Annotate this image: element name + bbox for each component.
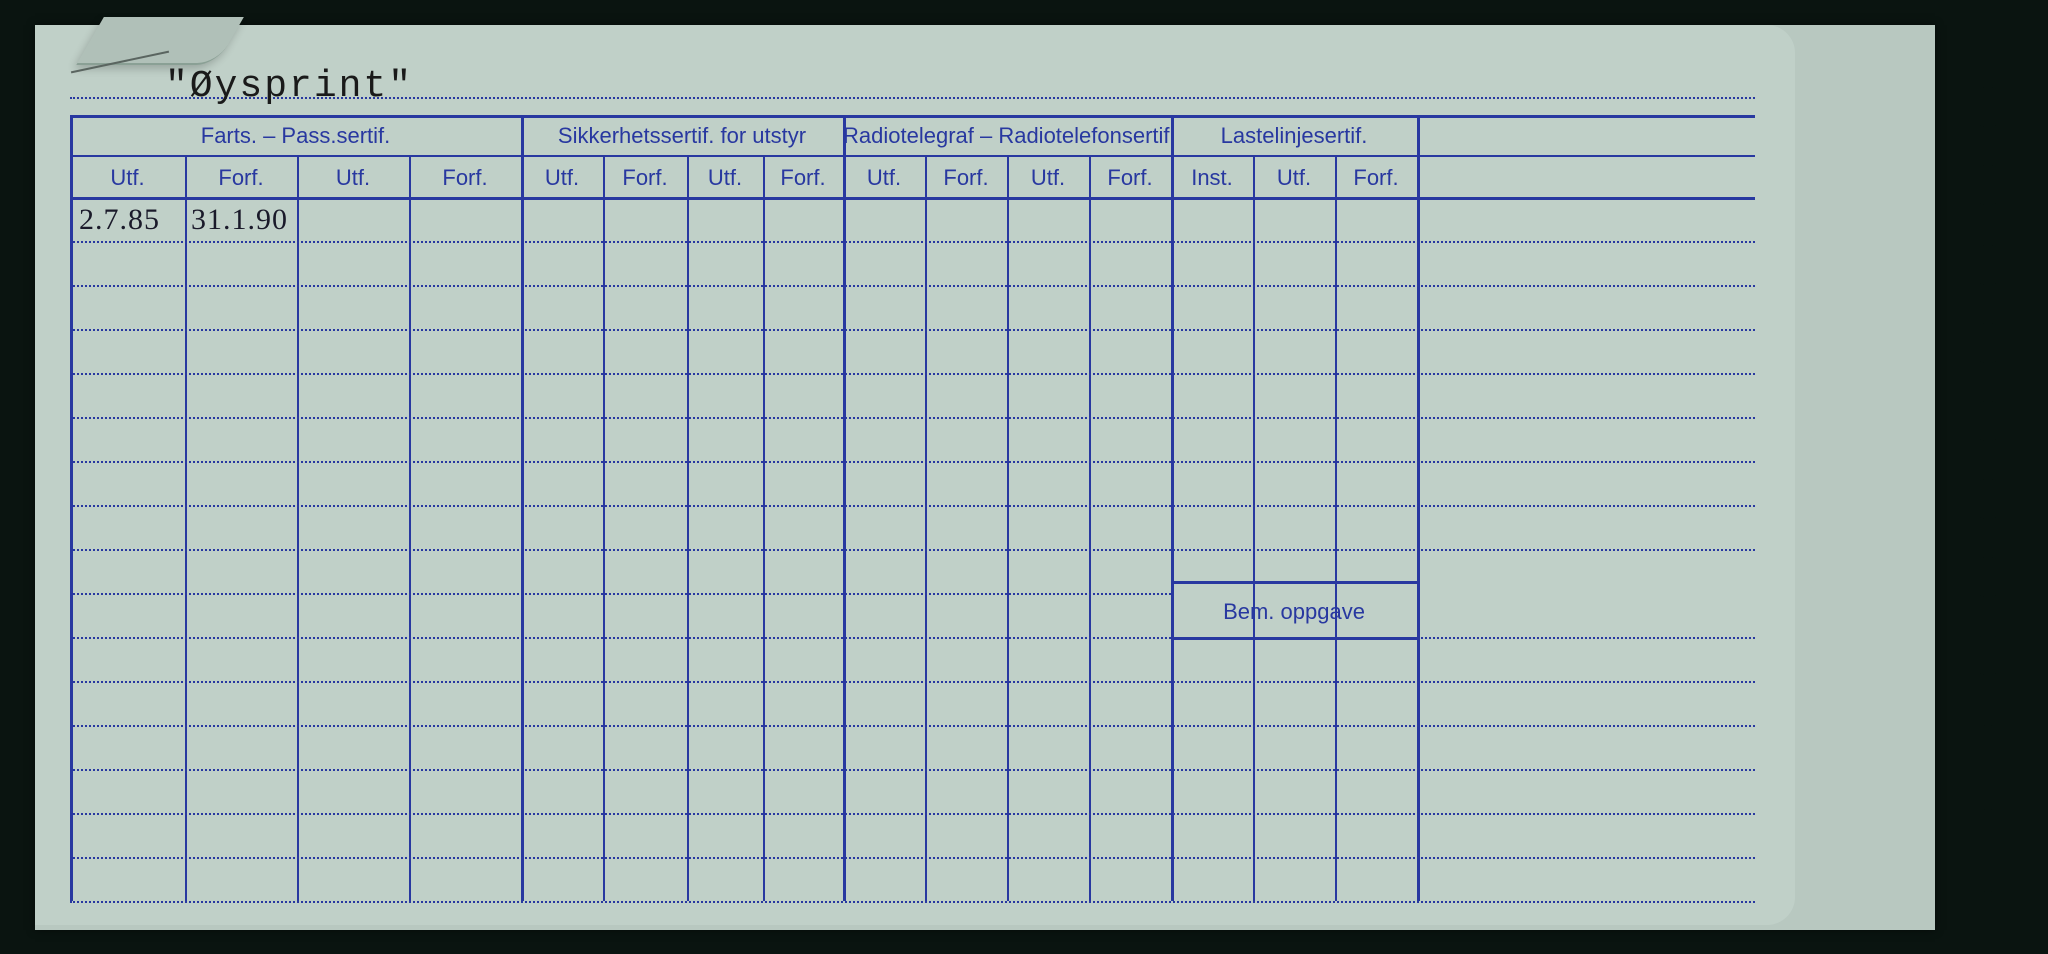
column-vline <box>1007 155 1009 901</box>
col-utf-7: Utf. <box>1253 165 1335 191</box>
header-border-top <box>70 115 1755 118</box>
body-row-rule <box>70 857 1755 859</box>
punch-hole <box>1968 87 2008 127</box>
punch-hole <box>1968 479 2008 519</box>
col-forf-7: Forf. <box>1335 165 1417 191</box>
body-row-rule <box>70 725 1755 727</box>
column-vline <box>1417 155 1419 901</box>
body-row-rule <box>70 593 1171 595</box>
header-border-mid <box>70 155 1755 157</box>
column-vline <box>603 155 605 901</box>
group-lastelinje: Lastelinjesertif. <box>1171 123 1417 149</box>
group-vline <box>843 115 846 901</box>
body-row-rule <box>70 813 1755 815</box>
body-row-rule <box>70 769 1755 771</box>
punch-hole <box>1968 401 2008 441</box>
column-vline <box>687 155 689 901</box>
col-forf-6: Forf. <box>1089 165 1171 191</box>
bem-border-top <box>1171 581 1417 584</box>
bem-border-mid <box>1171 637 1417 640</box>
col-utf-6: Utf. <box>1007 165 1089 191</box>
punch-hole <box>1968 165 2008 205</box>
group-farts-pass: Farts. – Pass.sertif. <box>70 123 521 149</box>
entry-forf-1: 31.1.90 <box>191 203 288 237</box>
col-utf-4: Utf. <box>687 165 763 191</box>
scan-background: "Øysprint" Farts. – Pass.sertif. Sikkerh… <box>35 25 1935 930</box>
body-row-rule <box>70 285 1755 287</box>
col-utf-2: Utf. <box>297 165 409 191</box>
col-inst: Inst. <box>1171 165 1253 191</box>
column-vline <box>1335 155 1337 901</box>
col-forf-5: Forf. <box>925 165 1007 191</box>
col-forf-2: Forf. <box>409 165 521 191</box>
bem-oppgave-label: Bem. oppgave <box>1171 599 1417 625</box>
body-row-rule <box>70 549 1755 551</box>
body-row-rule <box>70 241 1755 243</box>
column-vline <box>925 155 927 901</box>
column-vline <box>1253 155 1255 901</box>
column-vline <box>763 155 765 901</box>
column-vline <box>185 155 187 901</box>
punch-hole <box>1968 245 2008 285</box>
col-forf-3: Forf. <box>603 165 687 191</box>
group-vline <box>1171 115 1174 901</box>
column-vline <box>297 155 299 901</box>
group-vline <box>70 115 73 901</box>
body-row-rule <box>70 637 1755 639</box>
punch-keyhole <box>1972 725 2004 773</box>
col-forf-1: Forf. <box>185 165 297 191</box>
body-row-rule <box>70 681 1755 683</box>
group-radio: Radiotelegraf – Radiotelefonsertif. <box>843 123 1171 149</box>
body-row-rule <box>70 417 1755 419</box>
index-card: "Øysprint" Farts. – Pass.sertif. Sikkerh… <box>35 25 1795 925</box>
header-border-bottom <box>70 197 1755 200</box>
folded-corner <box>76 17 244 65</box>
punch-hole <box>1968 635 2008 675</box>
col-utf-1: Utf. <box>70 165 185 191</box>
body-row-rule <box>70 505 1755 507</box>
col-utf-3: Utf. <box>521 165 603 191</box>
col-utf-5: Utf. <box>843 165 925 191</box>
group-sikkerhet: Sikkerhetssertif. for utstyr <box>521 123 843 149</box>
punch-hole <box>1968 323 2008 363</box>
punch-keyhole <box>1972 809 2004 857</box>
body-row-rule <box>70 373 1755 375</box>
entry-utf-1: 2.7.85 <box>79 203 160 237</box>
col-forf-4: Forf. <box>763 165 843 191</box>
column-vline <box>409 155 411 901</box>
group-vline <box>521 115 524 901</box>
body-row-rule <box>70 901 1755 903</box>
body-row-rule <box>70 329 1755 331</box>
column-vline <box>1089 155 1091 901</box>
punch-hole <box>1968 557 2008 597</box>
vessel-name: "Øysprint" <box>165 65 413 108</box>
punch-keyhole <box>1972 891 2004 939</box>
body-row-rule <box>70 461 1755 463</box>
